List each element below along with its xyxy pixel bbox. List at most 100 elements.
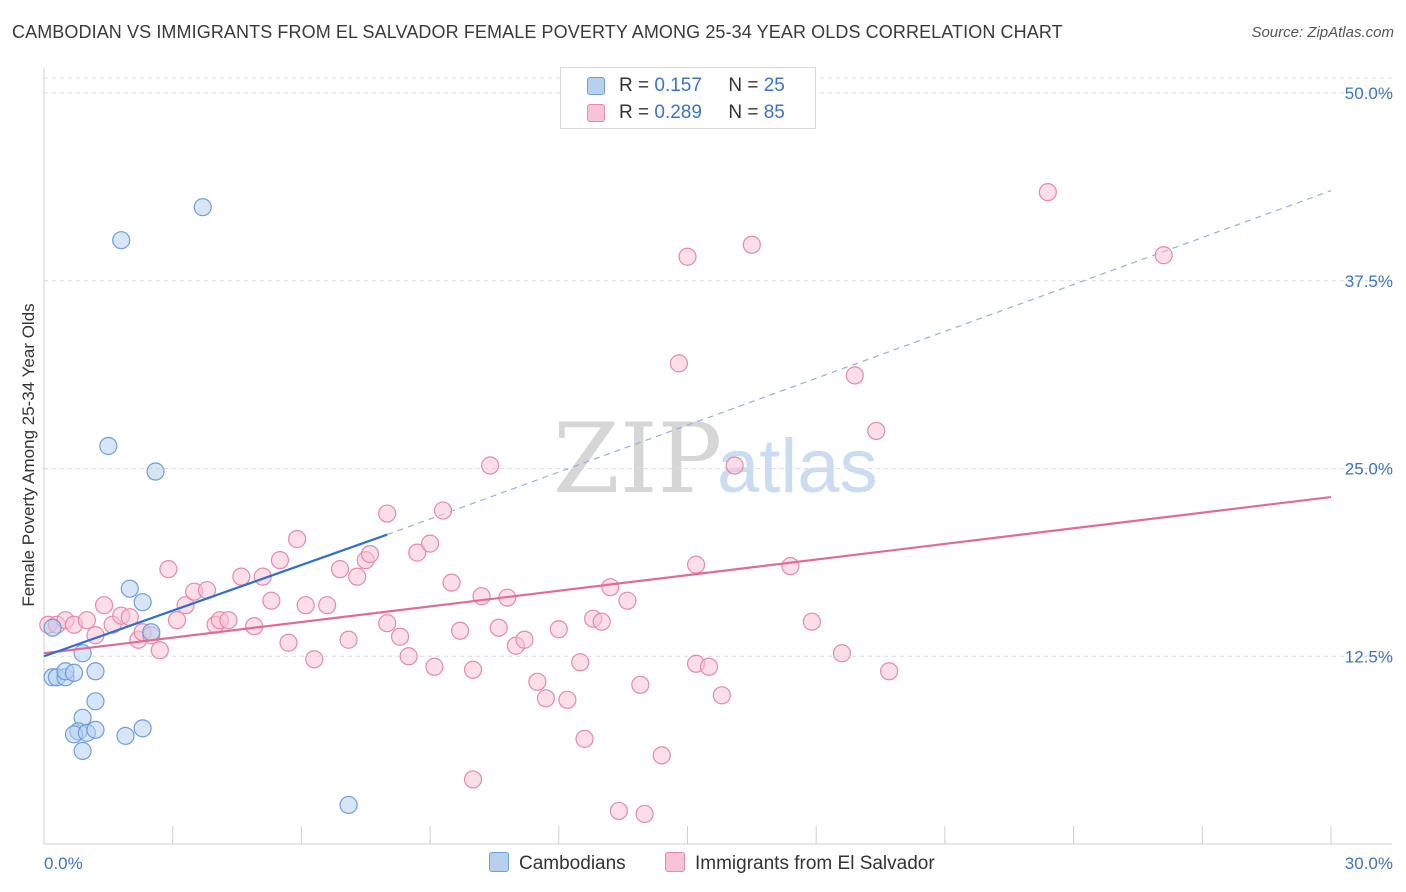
el-salvador-point — [678, 247, 697, 266]
cambodians-point — [86, 692, 105, 711]
el-salvador-point — [442, 573, 461, 592]
el-salvador-point — [515, 630, 534, 649]
el-salvador-point — [609, 801, 628, 821]
el-salvador-point — [832, 644, 852, 663]
el-salvador-point — [742, 235, 761, 254]
cambodians-point — [133, 593, 152, 612]
el-salvador-point — [167, 611, 187, 630]
el-salvador-point — [558, 690, 577, 709]
el-salvador-point — [1038, 183, 1057, 202]
cambodians-swatch — [587, 77, 605, 95]
cambodians-trend-extension — [386, 190, 1332, 536]
y-axis-label: Female Poverty Among 25-34 Year Olds — [19, 303, 38, 606]
cambodians-point — [193, 198, 212, 217]
el-salvador-point — [592, 612, 611, 631]
el-salvador-point — [360, 545, 380, 564]
el-salvador-point — [845, 366, 864, 385]
el-salvador-point — [94, 596, 114, 615]
el-salvador-point — [571, 653, 590, 672]
el-salvador-point — [528, 672, 547, 691]
cambodians-point — [339, 795, 358, 815]
axes — [43, 68, 1392, 845]
el-salvador-point — [288, 530, 307, 549]
el-salvador-point — [880, 662, 899, 681]
n-label: N = — [728, 102, 764, 123]
el-salvador-point — [378, 614, 397, 633]
chart-title: CAMBODIAN VS IMMIGRANTS FROM EL SALVADOR… — [12, 22, 1063, 42]
n-label: N = — [728, 75, 764, 96]
el-salvador-point — [549, 620, 568, 639]
el-salvador-point — [536, 689, 556, 708]
cambodians-point — [146, 462, 165, 481]
el-salvador-point — [652, 746, 671, 765]
legend-item-cambodians: Cambodians — [489, 852, 626, 875]
el-salvador-point — [270, 551, 290, 570]
r-label: R = — [619, 75, 655, 96]
el-salvador-point — [232, 567, 251, 586]
n-value-el-salvador: 85 — [763, 102, 785, 123]
el-salvador-point — [390, 627, 410, 646]
el-salvador-point — [481, 456, 500, 475]
source-credit: Source: ZipAtlas.com — [1251, 24, 1394, 41]
el-salvador-point — [699, 657, 719, 676]
el-salvador-point — [77, 611, 97, 630]
el-salvador-point — [279, 633, 298, 652]
el-salvador-point — [489, 618, 508, 637]
el-salvador-trend-line — [43, 495, 1332, 655]
el-salvador-legend-swatch — [665, 852, 685, 872]
watermark-zip: ZIP — [553, 403, 722, 515]
el-salvador-point — [867, 421, 886, 441]
el-salvador-point — [150, 641, 169, 660]
watermark-atlas: atlas — [717, 424, 878, 509]
cambodians-point — [99, 436, 118, 456]
el-salvador-point — [601, 578, 620, 597]
el-salvador-point — [262, 591, 281, 610]
el-salvador-point — [635, 804, 654, 824]
cambodians-point — [73, 741, 92, 760]
el-salvador-point — [433, 501, 453, 520]
cambodians-legend-label: Cambodians — [519, 853, 626, 874]
el-salvador-point — [1154, 246, 1173, 265]
x-tick-label: 30.0% — [1345, 854, 1393, 873]
y-tick-label: 50.0% — [1345, 84, 1393, 103]
el-salvador-point — [781, 557, 800, 576]
el-salvador-point — [330, 560, 350, 579]
el-salvador-point — [575, 729, 594, 748]
el-salvador-point — [425, 657, 444, 676]
el-salvador-point — [219, 611, 238, 630]
y-tick-label: 12.5% — [1345, 647, 1393, 666]
cambodians-point — [133, 719, 152, 738]
el-salvador-legend-label: Immigrants from El Salvador — [695, 853, 935, 874]
el-salvador-point — [305, 650, 324, 669]
cambodians-point — [86, 662, 105, 681]
legend-item-el-salvador: Immigrants from El Salvador — [665, 852, 935, 875]
r-value-cambodians: 0.157 — [654, 75, 702, 96]
el-salvador-point — [618, 591, 637, 610]
n-value-cambodians: 25 — [763, 75, 785, 96]
cambodians-point — [120, 579, 139, 598]
r-value-el-salvador: 0.289 — [654, 102, 702, 123]
el-salvador-point — [631, 675, 650, 694]
el-salvador-point — [725, 456, 744, 475]
cambodians-point — [86, 720, 105, 739]
el-salvador-point — [712, 686, 731, 705]
watermark: ZIP atlas — [553, 403, 878, 515]
cambodians-trend-line — [43, 533, 388, 658]
cambodians-point — [64, 663, 84, 682]
cambodians-point — [116, 726, 135, 745]
el-salvador-point — [318, 596, 337, 615]
el-salvador-swatch — [587, 104, 605, 122]
el-salvador-point — [348, 567, 367, 586]
r-label: R = — [619, 102, 655, 123]
el-salvador-point — [296, 596, 315, 615]
trend-lines — [386, 190, 1332, 536]
cambodians-point — [142, 623, 161, 642]
x-tick-label: 0.0% — [44, 854, 83, 873]
cambodians-point — [112, 231, 131, 250]
el-salvador-point — [686, 555, 706, 574]
y-tick-label: 25.0% — [1345, 460, 1393, 479]
data-points — [39, 183, 1332, 824]
el-salvador-point — [339, 630, 358, 649]
el-salvador-point — [802, 612, 822, 631]
